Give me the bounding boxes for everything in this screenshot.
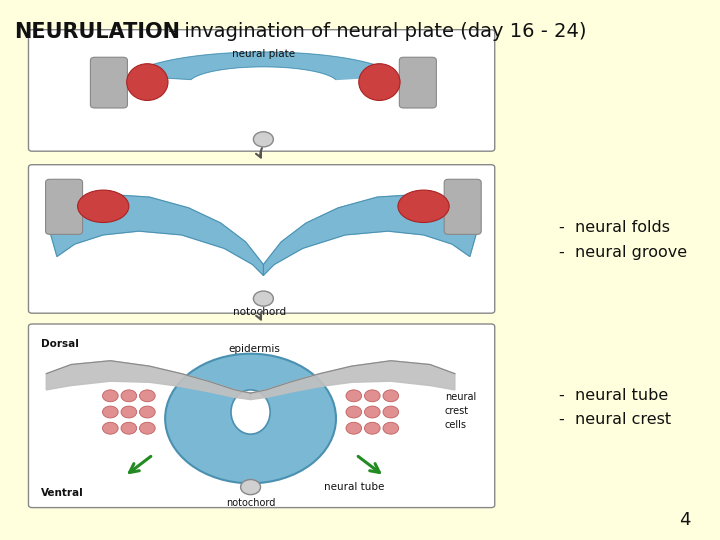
Circle shape: [140, 390, 156, 402]
Circle shape: [165, 354, 336, 483]
Circle shape: [240, 480, 261, 495]
Circle shape: [253, 132, 274, 147]
Polygon shape: [264, 194, 480, 275]
Text: notochord: notochord: [233, 307, 287, 317]
Text: Ventral: Ventral: [41, 488, 84, 498]
Text: neural plate: neural plate: [232, 49, 295, 59]
Text: notochord: notochord: [226, 498, 275, 508]
FancyBboxPatch shape: [29, 324, 495, 508]
Circle shape: [383, 406, 399, 418]
FancyBboxPatch shape: [400, 57, 436, 108]
Polygon shape: [251, 361, 455, 400]
Text: -  neural folds
-  neural groove: - neural folds - neural groove: [559, 220, 687, 260]
Text: -  neural tube
-  neural crest: - neural tube - neural crest: [559, 388, 671, 428]
FancyBboxPatch shape: [91, 57, 127, 108]
Circle shape: [364, 390, 380, 402]
Text: NEURULATION: NEURULATION: [14, 22, 180, 42]
Ellipse shape: [359, 64, 400, 100]
Text: – invagination of neural plate (day 16 - 24): – invagination of neural plate (day 16 -…: [162, 22, 587, 40]
Ellipse shape: [231, 390, 270, 434]
FancyBboxPatch shape: [45, 179, 83, 234]
Text: neural tube: neural tube: [324, 482, 384, 492]
Text: Dorsal: Dorsal: [41, 339, 79, 349]
Circle shape: [121, 390, 137, 402]
Circle shape: [253, 291, 274, 306]
Ellipse shape: [78, 190, 129, 222]
Circle shape: [383, 390, 399, 402]
Circle shape: [346, 390, 361, 402]
FancyBboxPatch shape: [29, 165, 495, 313]
Polygon shape: [46, 194, 264, 275]
Circle shape: [383, 422, 399, 434]
Circle shape: [102, 406, 118, 418]
Circle shape: [121, 422, 137, 434]
Text: neural
crest
cells: neural crest cells: [445, 393, 476, 430]
Circle shape: [102, 390, 118, 402]
Circle shape: [346, 422, 361, 434]
Circle shape: [140, 422, 156, 434]
Circle shape: [140, 406, 156, 418]
Circle shape: [364, 406, 380, 418]
Polygon shape: [129, 52, 398, 79]
Text: epidermis: epidermis: [228, 343, 280, 354]
Ellipse shape: [127, 64, 168, 100]
FancyBboxPatch shape: [444, 179, 481, 234]
Ellipse shape: [398, 190, 449, 222]
Circle shape: [364, 422, 380, 434]
FancyBboxPatch shape: [29, 30, 495, 151]
Text: 4: 4: [679, 511, 690, 529]
Circle shape: [121, 406, 137, 418]
Circle shape: [102, 422, 118, 434]
Circle shape: [346, 406, 361, 418]
Polygon shape: [46, 361, 251, 400]
